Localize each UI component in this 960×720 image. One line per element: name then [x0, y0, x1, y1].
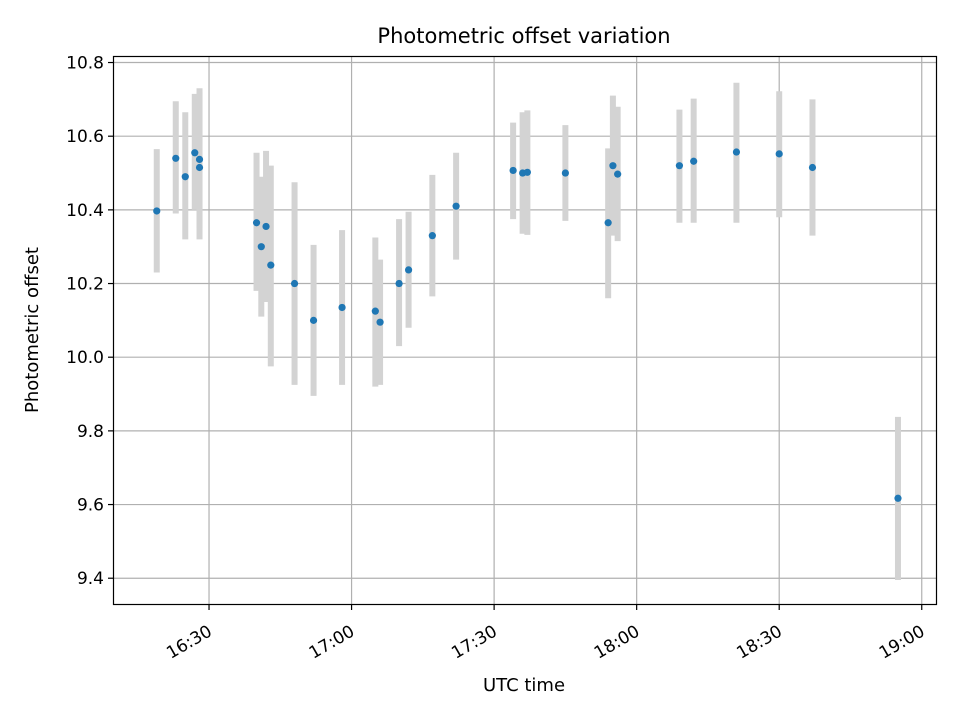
data-point	[523, 168, 531, 176]
data-point	[452, 202, 460, 210]
data-point	[181, 173, 189, 181]
data-point	[775, 150, 783, 158]
data-point	[371, 307, 379, 315]
y-tick-label: 9.8	[77, 422, 104, 442]
y-tick-label: 9.4	[77, 569, 104, 589]
data-point	[257, 243, 265, 251]
data-point	[267, 261, 275, 269]
data-point	[309, 316, 318, 324]
data-point	[195, 155, 204, 164]
data-point	[604, 219, 612, 227]
data-point	[290, 279, 299, 288]
y-axis-ticks: 9.4 9.6 9.8 10.0 10.2 10.4 10.6 10.8	[66, 54, 114, 589]
data-point	[404, 266, 413, 274]
data-point	[690, 157, 698, 165]
data-point	[172, 154, 180, 162]
y-tick-label: 10.0	[66, 348, 104, 368]
chart-title: Photometric offset variation	[377, 24, 670, 48]
y-axis-label: Photometric offset	[22, 247, 43, 413]
plot-frame	[112, 55, 938, 606]
data-point	[609, 162, 617, 170]
y-tick-label: 9.6	[77, 496, 104, 516]
y-tick-label: 10.2	[66, 275, 104, 295]
data-point	[338, 303, 346, 312]
data-point	[808, 163, 817, 172]
x-axis-label: UTC time	[483, 675, 565, 696]
data-point	[561, 169, 569, 177]
data-point	[195, 163, 204, 172]
data-point	[675, 162, 684, 170]
data-point	[376, 318, 384, 326]
data-point	[252, 219, 261, 227]
data-point	[894, 494, 902, 502]
data-point	[614, 170, 622, 178]
data-point	[732, 148, 741, 156]
data-point	[395, 279, 403, 288]
y-tick-label: 10.6	[66, 127, 104, 147]
data-point	[153, 207, 161, 215]
y-tick-label: 10.8	[66, 54, 104, 74]
data-points	[153, 148, 902, 502]
data-point	[191, 149, 199, 157]
y-tick-label: 10.4	[66, 201, 104, 221]
data-point	[509, 166, 517, 175]
data-point	[428, 232, 436, 240]
data-point	[262, 222, 270, 231]
